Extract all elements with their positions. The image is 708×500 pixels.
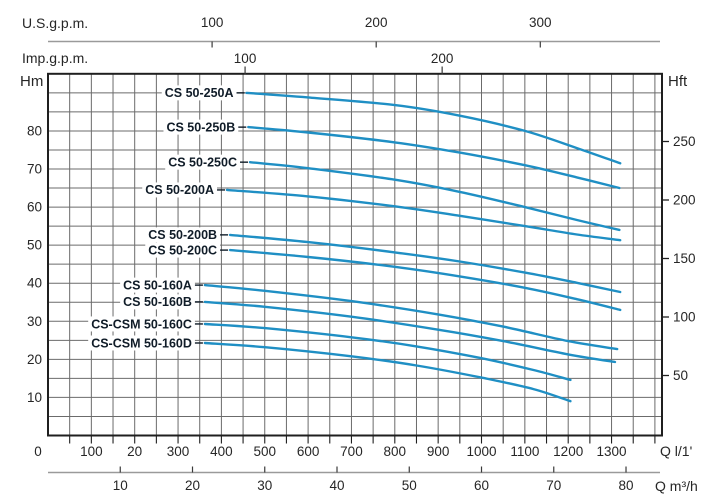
grid [47, 72, 663, 437]
hft-tick-label: 150 [673, 251, 696, 266]
m3h-tick-label: 60 [474, 478, 489, 493]
curve-cs-csm-50-160c [203, 322, 572, 382]
us-gpm-axis-label: U.S.g.p.m. [22, 15, 88, 31]
curve-label-halo [120, 294, 195, 310]
curve-label-cs-50-160b: CS 50-160B [123, 295, 192, 309]
curve-cs-csm-50-160d [203, 341, 572, 403]
curve-label-halo [163, 119, 239, 135]
hft-tick-label: 250 [673, 134, 696, 149]
imp-gpm-tick-label: 200 [431, 51, 454, 66]
imp-gpm-axis-label: Imp.g.p.m. [22, 50, 88, 66]
axes: 0 100 20 300 400 500 600 700 800 900 1000 1100 1200 1… [27, 15, 696, 493]
x-axis-tick-label: 1000 [466, 444, 496, 459]
curve-cs-50-160b [203, 300, 617, 364]
us-gpm-tick-label: 300 [529, 15, 552, 30]
curve-label-halo [161, 85, 237, 101]
x-axis-tick-label: 100 [80, 444, 103, 459]
plot-border [47, 72, 663, 437]
curve-label-cs-50-250a: CS 50-250A [165, 86, 234, 100]
x-axis-tick-label: 0 [34, 444, 42, 459]
x-axis-tick-label: 600 [297, 444, 320, 459]
m3h-tick-label: 20 [185, 478, 200, 493]
m3h-tick-label: 80 [618, 478, 633, 493]
curve-label-halo [165, 154, 241, 170]
hft-tick-label: 200 [673, 193, 696, 208]
m3h-tick-label: 50 [402, 478, 417, 493]
q-lpm-axis-label: Q l/1' [660, 443, 692, 459]
us-gpm-tick-label: 200 [365, 15, 388, 30]
m3h-tick-label: 30 [257, 478, 272, 493]
hm-tick-label: 20 [27, 352, 42, 367]
hm-tick-label: 60 [27, 200, 42, 215]
hm-tick-label: 40 [27, 276, 42, 291]
us-gpm-tick-label: 100 [201, 15, 224, 30]
x-axis-tick-label: 1100 [510, 444, 539, 459]
hft-tick-label: 50 [673, 368, 688, 383]
curves [203, 91, 622, 403]
curve-cs-50-250b [247, 125, 621, 190]
x-axis-tick-label: 400 [210, 444, 233, 459]
m3h-tick-label: 70 [546, 478, 561, 493]
x-axis-tick-label: 20 [127, 444, 142, 459]
curve-cs-50-200c [228, 248, 622, 312]
hm-tick-label: 70 [27, 162, 42, 177]
curve-label-cs-50-200b: CS 50-200B [148, 228, 217, 242]
x-axis-tick-label: 800 [384, 444, 407, 459]
x-axis-tick-label: 1200 [553, 444, 583, 459]
curve-label-halo [88, 316, 195, 332]
curve-cs-50-200a [225, 188, 622, 242]
curve-label-cs-50-200a: CS 50-200A [145, 183, 214, 197]
hft-axis-label: Hft [668, 73, 688, 90]
imp-gpm-tick-label: 100 [234, 51, 257, 66]
hft-tick-label: 100 [673, 310, 696, 325]
curve-label-halo [145, 227, 221, 243]
hm-tick-label: 10 [27, 390, 42, 405]
hm-axis-label: Hm [20, 73, 43, 90]
x-axis-tick-label: 900 [427, 444, 450, 459]
curve-label-cs-50-250b: CS 50-250B [166, 120, 235, 134]
hm-tick-label: 80 [27, 123, 42, 138]
q-m3h-axis-label: Q m³/h [655, 478, 698, 494]
curve-label-cs-50-200c: CS 50-200C [148, 243, 217, 257]
curve-labels: CS 50-250A CS 50-250B CS 50-250C CS 50-200A… [88, 85, 249, 351]
x-axis-tick-label: 300 [167, 444, 190, 459]
curve-label-halo [88, 335, 195, 351]
curve-label-cs-50-250c: CS 50-250C [168, 155, 237, 169]
m3h-tick-label: 10 [113, 478, 128, 493]
hm-tick-label: 30 [27, 314, 42, 329]
curve-label-halo [120, 277, 195, 293]
curve-label-halo [142, 182, 218, 198]
x-axis-tick-label: 1300 [597, 444, 627, 459]
curve-cs-50-160a [203, 283, 619, 351]
curve-label-cs-csm-50-160d: CS-CSM 50-160D [91, 336, 192, 350]
curve-label-cs-csm-50-160c: CS-CSM 50-160C [91, 317, 192, 331]
hm-tick-label: 50 [27, 238, 42, 253]
curve-label-halo [145, 242, 221, 258]
x-axis-tick-label: 700 [340, 444, 363, 459]
curve-cs-50-250c [248, 161, 621, 232]
curve-cs-50-200b [228, 233, 622, 294]
curve-cs-50-250a [245, 91, 622, 165]
m3h-tick-label: 40 [329, 478, 344, 493]
x-axis-tick-label: 500 [253, 444, 276, 459]
curve-label-cs-50-160a: CS 50-160A [123, 278, 192, 292]
